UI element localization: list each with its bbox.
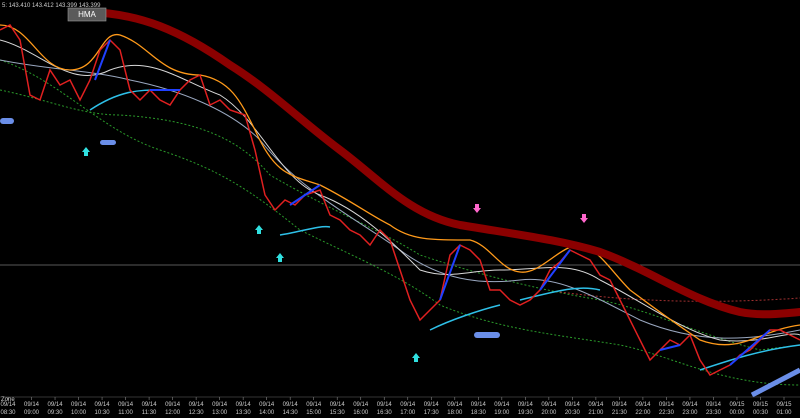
time-label: 09:00 <box>24 410 40 416</box>
time-label: 08:30 <box>0 410 16 416</box>
hma-button[interactable] <box>67 7 107 22</box>
time-date: 09/14 <box>494 402 510 408</box>
time-date: 09/14 <box>447 402 463 408</box>
time-date: 09/14 <box>706 402 722 408</box>
zone-marker <box>100 140 116 145</box>
time-date: 09/14 <box>189 402 205 408</box>
cyan-line <box>89 89 800 371</box>
time-label: 23:30 <box>706 410 722 416</box>
time-label: 10:30 <box>95 410 111 416</box>
time-label: 13:00 <box>212 410 228 416</box>
time-date: 09/14 <box>236 402 252 408</box>
time-label: 00:00 <box>729 410 745 416</box>
price-path <box>0 24 800 376</box>
time-label: 17:30 <box>424 410 440 416</box>
time-date: 09/14 <box>283 402 299 408</box>
sell-arrows <box>473 204 588 223</box>
quote-header: 5: 143.410 143.412 143.399 143.399 <box>2 3 101 9</box>
time-date: 09/14 <box>259 402 275 408</box>
time-label: 15:30 <box>330 410 346 416</box>
time-date: 09/14 <box>565 402 581 408</box>
zone-marker <box>0 118 14 124</box>
time-label: 13:30 <box>236 410 252 416</box>
time-date: 09/14 <box>142 402 158 408</box>
time-label: 14:30 <box>283 410 299 416</box>
hma-button-label[interactable]: HMA <box>78 10 96 19</box>
buy-arrows <box>82 147 420 362</box>
time-label: 23:00 <box>682 410 698 416</box>
time-date: 09/14 <box>330 402 346 408</box>
time-label: 22:00 <box>635 410 651 416</box>
time-date: 09/14 <box>353 402 369 408</box>
time-label: 12:00 <box>165 410 181 416</box>
time-date: 09/14 <box>306 402 322 408</box>
time-label: 14:00 <box>259 410 275 416</box>
time-date: 09/14 <box>400 402 416 408</box>
time-label: 21:30 <box>612 410 628 416</box>
time-label: 21:00 <box>588 410 604 416</box>
time-label: 10:00 <box>71 410 87 416</box>
time-date: 09/14 <box>71 402 87 408</box>
time-date: 09/14 <box>118 402 134 408</box>
upper-band <box>559 291 800 302</box>
time-label: 11:30 <box>142 410 157 416</box>
time-date: 09/14 <box>518 402 534 408</box>
hma-line <box>86 8 800 319</box>
time-date: 09/14 <box>424 402 440 408</box>
time-date: 09/14 <box>95 402 111 408</box>
time-date: 09/14 <box>635 402 651 408</box>
time-label: 19:30 <box>518 410 534 416</box>
time-label: 22:30 <box>659 410 675 416</box>
time-label: 17:00 <box>400 410 416 416</box>
time-axis: 09/14 08:30 09/14 09:00 09/14 09:30 09/14 10:00… <box>0 397 792 416</box>
time-date: 09/14 <box>212 402 228 408</box>
zone-marker <box>474 332 500 338</box>
time-date: 09/14 <box>471 402 487 408</box>
lower-band <box>0 59 800 386</box>
time-label: 15:00 <box>306 410 322 416</box>
time-label: 20:00 <box>541 410 557 416</box>
time-date: 09/14 <box>541 402 557 408</box>
time-label: 16:00 <box>353 410 369 416</box>
time-date: 09/15 <box>753 402 769 408</box>
up-segments <box>94 39 771 366</box>
time-date: 09/14 <box>588 402 604 408</box>
time-label: 19:00 <box>494 410 510 416</box>
time-date: 09/15 <box>729 402 745 408</box>
time-label: 00:30 <box>753 410 769 416</box>
time-label: 01:00 <box>776 410 792 416</box>
time-date: 09/14 <box>165 402 181 408</box>
time-label: 12:30 <box>189 410 205 416</box>
time-date: 09/14 <box>682 402 698 408</box>
time-label: 09:30 <box>48 410 64 416</box>
zone-marker <box>750 367 800 398</box>
time-label: 16:30 <box>377 410 393 416</box>
time-date: 09/14 <box>24 402 40 408</box>
time-date: 09/15 <box>776 402 792 408</box>
time-date: 09/14 <box>48 402 64 408</box>
time-label: 20:30 <box>565 410 581 416</box>
time-label: 18:30 <box>471 410 487 416</box>
time-date: 09/14 <box>612 402 628 408</box>
time-date: 09/14 <box>0 402 16 408</box>
fast-average <box>0 24 800 346</box>
time-label: 11:00 <box>118 410 133 416</box>
time-date: 09/14 <box>659 402 675 408</box>
time-date: 09/14 <box>377 402 393 408</box>
time-label: 18:00 <box>447 410 463 416</box>
